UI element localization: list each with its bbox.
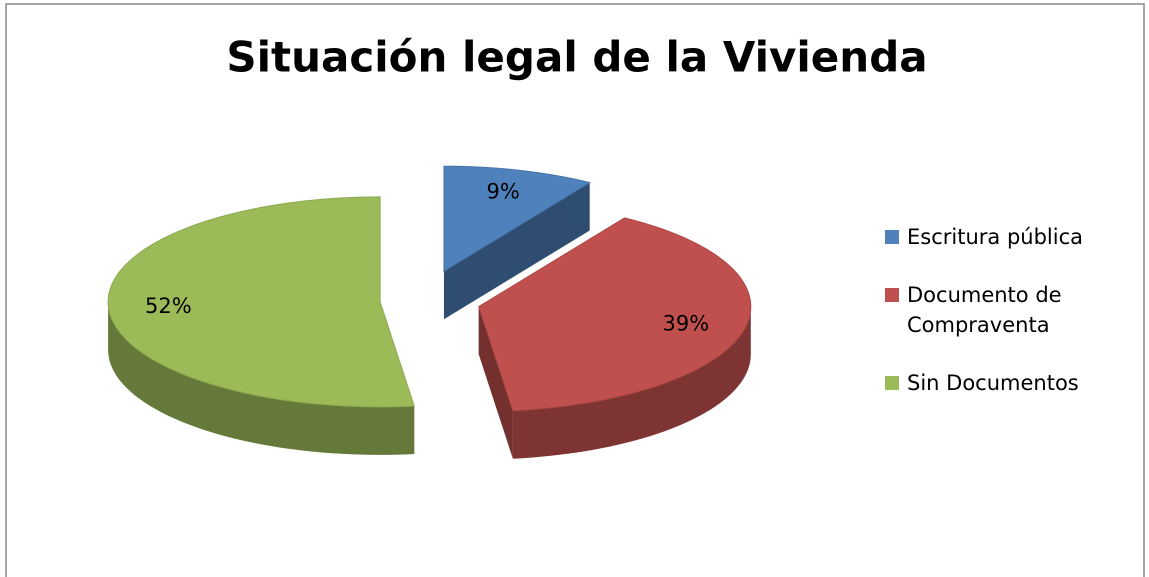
slice-side [512, 306, 751, 459]
data-label: 39% [663, 311, 710, 335]
legend-label: Documento de Compraventa [907, 283, 1062, 337]
legend: Escritura pública Documento de Compravent… [885, 222, 1125, 426]
slice [478, 217, 752, 412]
slice-side [443, 182, 590, 320]
slice [443, 165, 591, 273]
legend-swatch [885, 230, 899, 244]
legend-entry: Escritura pública [885, 222, 1125, 252]
data-label: 9% [486, 180, 519, 204]
data-label: 52% [145, 294, 192, 318]
legend-swatch [885, 376, 899, 390]
slice [107, 196, 415, 408]
legend-label: Escritura pública [907, 225, 1083, 249]
legend-swatch [885, 288, 899, 302]
legend-entry: Documento de Compraventa [885, 280, 1125, 340]
legend-label: Sin Documentos [907, 371, 1079, 395]
chart-title: Situación legal de la Vivienda [226, 33, 927, 82]
slice-side [478, 306, 513, 459]
slice-side [108, 301, 415, 455]
legend-entry: Sin Documentos [885, 368, 1125, 398]
